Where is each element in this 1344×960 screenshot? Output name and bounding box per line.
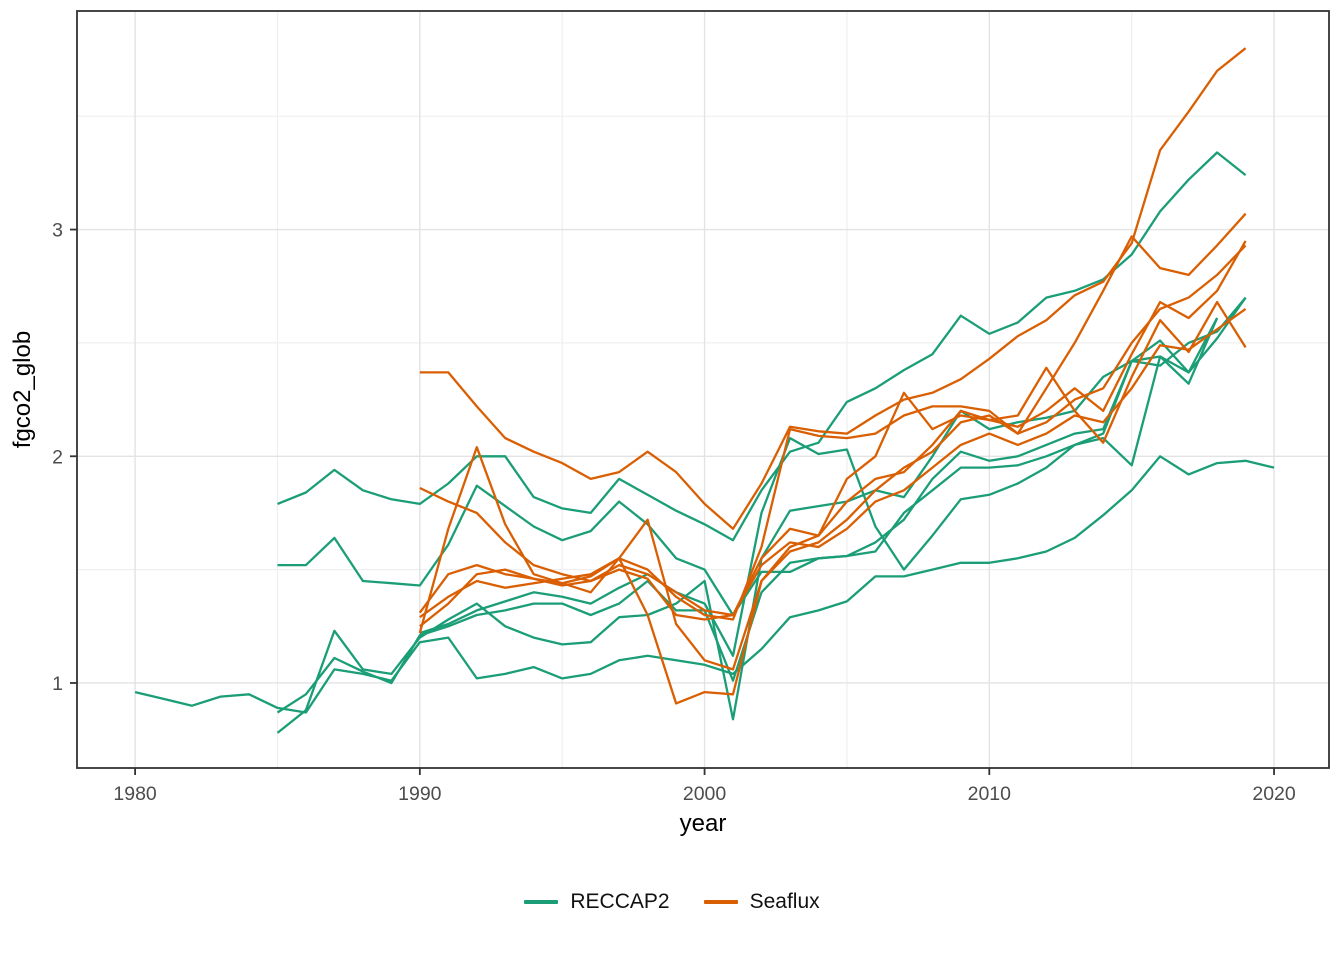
reccap2-line-swatch <box>524 900 559 904</box>
series-line-reccap2_model_2 <box>277 151 1247 542</box>
y-tick-label: 3 <box>52 220 63 242</box>
legend-label-reccap2: RECCAP2 <box>570 890 670 913</box>
y-axis-title: fgco2_glob <box>9 331 36 448</box>
seaflux-line-swatch <box>703 900 738 904</box>
series-line-seaflux_product_5 <box>419 244 1247 705</box>
series-line-seaflux_product_6 <box>419 212 1247 628</box>
series-line-reccap2_model_3 <box>277 296 1247 617</box>
panel-background <box>77 11 1329 768</box>
legend: RECCAP2 Seaflux <box>0 890 1344 914</box>
y-tick-label: 2 <box>52 446 63 468</box>
y-tick-label: 1 <box>52 673 63 695</box>
series-line-seaflux_product_3 <box>419 240 1247 621</box>
legend-item-reccap2: RECCAP2 <box>524 890 670 914</box>
x-tick-label: 2020 <box>1252 783 1296 805</box>
series-line-reccap2_model_1 <box>134 455 1275 714</box>
panel-border <box>76 10 1330 769</box>
series-line-reccap2_model_6 <box>419 317 1219 657</box>
series-line-seaflux_product_4 <box>418 307 1247 617</box>
x-axis-title: year <box>680 810 727 837</box>
x-tick-label: 1980 <box>113 783 157 805</box>
x-tick-label: 2000 <box>683 783 727 805</box>
legend-item-seaflux: Seaflux <box>703 890 820 914</box>
line-chart: 1980 1990 2000 2010 2020 1 2 3 year fgco2_glob <box>9 10 1330 837</box>
legend-label-seaflux: Seaflux <box>749 890 820 913</box>
series-line-seaflux_product_1 <box>419 47 1247 530</box>
x-tick-label: 2010 <box>968 783 1012 805</box>
x-tick-label: 1990 <box>398 783 442 805</box>
